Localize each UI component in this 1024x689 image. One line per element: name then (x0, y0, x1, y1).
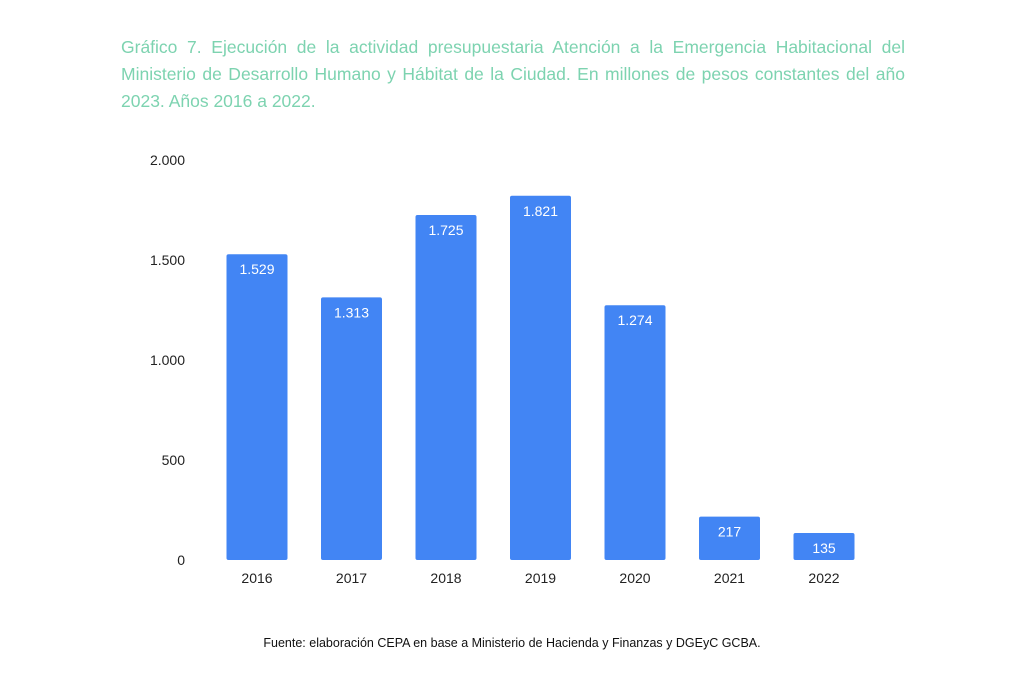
x-tick-label-2016: 2016 (241, 570, 272, 586)
data-label-2018: 1.725 (428, 222, 463, 238)
chart-title: Gráfico 7. Ejecución de la actividad pre… (121, 37, 905, 111)
data-label-2021: 217 (718, 524, 742, 540)
bar-2022 (793, 533, 855, 560)
data-label-2016: 1.529 (239, 261, 274, 277)
y-tick-label: 1.000 (150, 352, 185, 368)
x-tick-label-2019: 2019 (525, 570, 556, 586)
data-label-2017: 1.313 (334, 304, 369, 320)
source-note: Fuente: elaboración CEPA en base a Minis… (263, 636, 761, 650)
y-tick-label: 1.500 (150, 252, 185, 268)
bar-2019 (510, 195, 571, 561)
bar-2018 (415, 215, 477, 560)
x-axis: 2016 2017 2018 2019 2020 2021 2022 (241, 570, 839, 586)
x-tick-label-2022: 2022 (808, 570, 839, 586)
bar-series: 1.529 1.313 1.725 1.821 1.274 217 135 (226, 195, 855, 561)
x-tick-label-2021: 2021 (714, 570, 745, 586)
bar-2021 (699, 516, 760, 560)
data-label-2022: 135 (812, 540, 836, 556)
bar-2016 (226, 254, 288, 560)
bar-2020 (604, 305, 666, 560)
y-tick-label: 2.000 (150, 152, 185, 168)
y-tick-label: 0 (177, 552, 185, 568)
data-label-2020: 1.274 (617, 312, 652, 328)
y-tick-label: 500 (162, 452, 186, 468)
data-label-2019: 1.821 (523, 203, 558, 219)
y-axis: 0 500 1.000 1.500 2.000 (150, 152, 185, 568)
x-tick-label-2020: 2020 (619, 570, 650, 586)
bar-2017 (321, 297, 382, 560)
x-tick-label-2018: 2018 (430, 570, 461, 586)
x-tick-label-2017: 2017 (336, 570, 367, 586)
